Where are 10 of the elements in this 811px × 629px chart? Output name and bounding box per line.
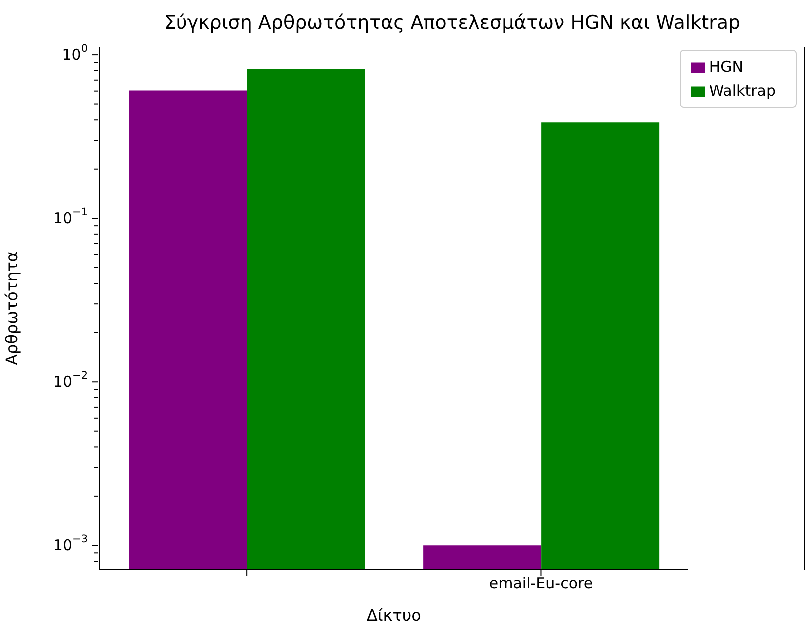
legend-label: Walktrap	[709, 82, 776, 100]
y-axis-title: Αρθρωτότητα	[2, 252, 22, 366]
y-tick-label: 10$^{−2}$	[53, 370, 88, 392]
y-tick-label: 10$^{−1}$	[53, 206, 88, 228]
chart-title: Σύγκριση Αρθρωτότητας Αποτελεσμάτων HGN και Walktrap	[163, 12, 742, 34]
y-tick-label: 10$^{−3}$	[53, 534, 88, 555]
x-tick-label: email-Eu-core	[489, 574, 594, 593]
legend-label: HGN	[709, 58, 744, 76]
x-axis-title: Δίκτυο	[366, 606, 422, 625]
y-tick-label: 10$^{0}$	[62, 43, 88, 64]
